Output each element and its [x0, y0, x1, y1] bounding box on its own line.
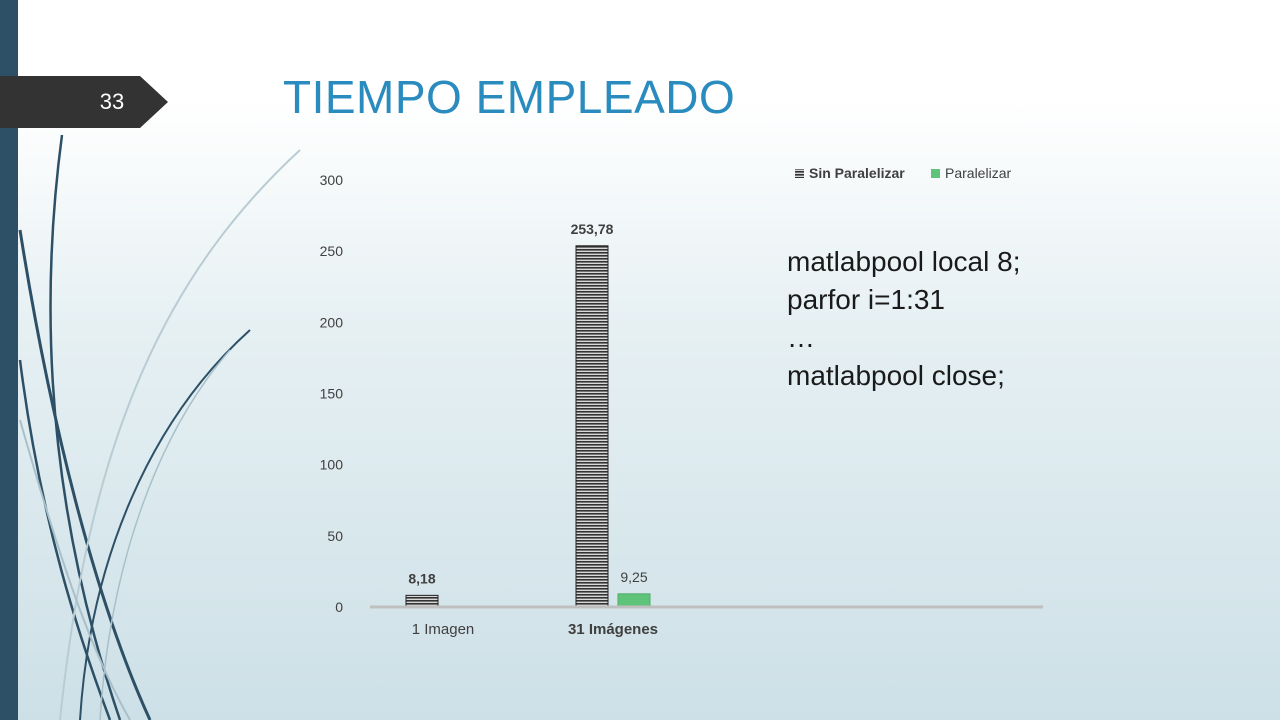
- y-tick-label: 300: [320, 172, 344, 188]
- code-line-3: …: [787, 322, 815, 353]
- y-tick-label: 250: [320, 243, 344, 259]
- data-label: 8,18: [408, 570, 435, 586]
- slide-title: TIEMPO EMPLEADO: [283, 71, 736, 123]
- x-tick-label: 31 Imágenes: [568, 621, 658, 638]
- code-line-2: parfor i=1:31: [787, 284, 945, 315]
- legend-swatch: [931, 169, 940, 178]
- slide-number: 33: [99, 89, 125, 114]
- y-tick-label: 200: [320, 314, 344, 330]
- legend-entry: Paralelizar: [945, 165, 1011, 181]
- code-block: matlabpool local 8; parfor i=1:31 … matl…: [787, 243, 1020, 395]
- data-label: 9,25: [620, 569, 647, 585]
- left-accent-bar: [0, 0, 18, 720]
- y-tick-label: 0: [335, 599, 343, 615]
- y-tick-label: 100: [320, 457, 344, 473]
- code-line-4: matlabpool close;: [787, 360, 1005, 391]
- bar-sin-paralelizar-0: [405, 594, 439, 608]
- bar-sin-paralelizar-1: [575, 245, 609, 608]
- y-tick-label: 50: [327, 528, 343, 544]
- y-tick-label: 150: [320, 386, 344, 402]
- code-line-1: matlabpool local 8;: [787, 246, 1021, 277]
- legend-entry: Sin Paralelizar: [809, 165, 905, 181]
- legend-swatch: [795, 169, 804, 178]
- slide-number-badge: [0, 76, 168, 128]
- bar-paralelizar-1: [617, 593, 651, 608]
- data-label: 253,78: [571, 221, 614, 237]
- x-tick-label: 1 Imagen: [412, 621, 475, 638]
